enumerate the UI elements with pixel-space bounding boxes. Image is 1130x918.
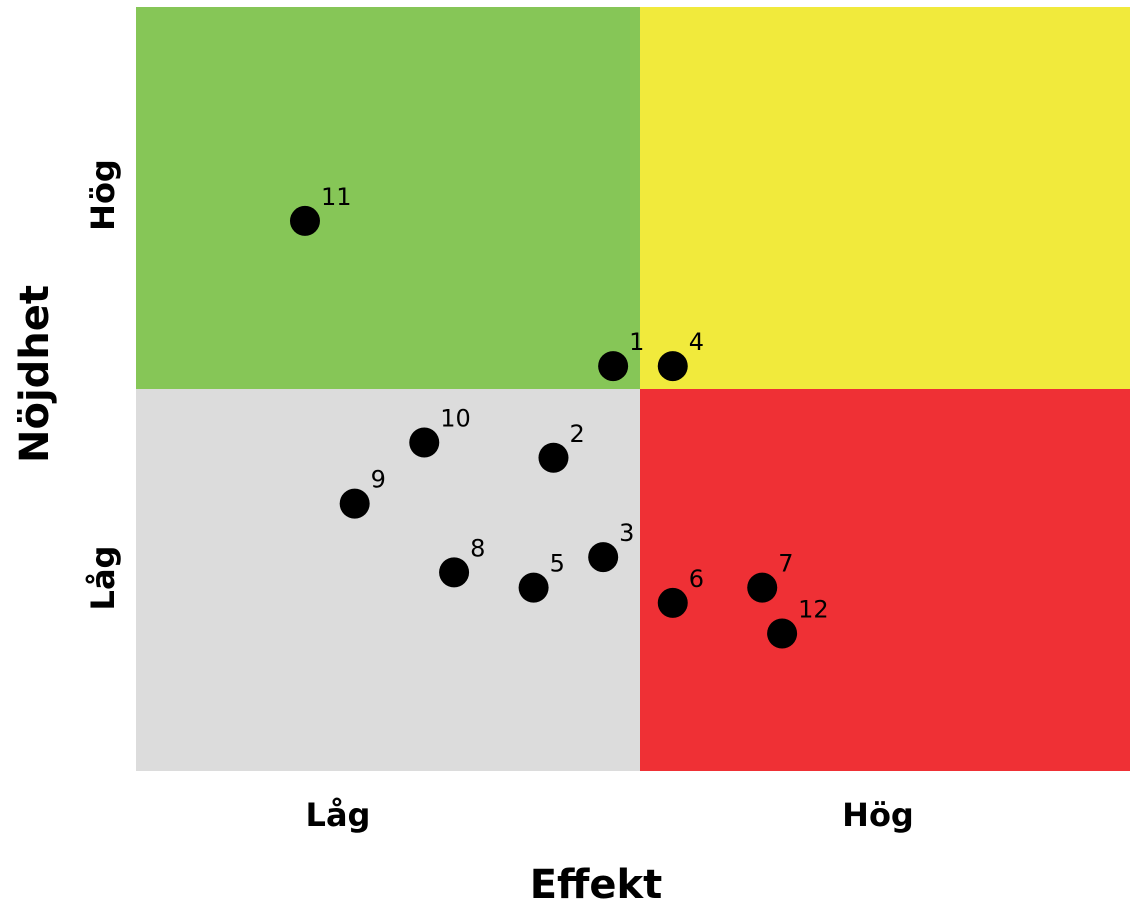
x-axis-title: Effekt <box>530 862 663 908</box>
x-tick-label-low: Låg <box>306 796 371 834</box>
quadrant-bottom-right <box>640 389 1130 771</box>
y-axis-title: Nöjdhet <box>12 285 58 463</box>
data-label-11: 11 <box>321 183 352 211</box>
data-label-6: 6 <box>689 565 704 593</box>
data-point-10 <box>409 427 440 458</box>
x-tick-label-high: Hög <box>842 796 914 834</box>
data-label-4: 4 <box>689 328 704 356</box>
data-point-11 <box>289 205 320 236</box>
data-label-3: 3 <box>619 519 634 547</box>
data-label-8: 8 <box>470 534 485 562</box>
data-label-5: 5 <box>550 550 565 578</box>
y-tick-label-high: Hög <box>84 159 122 231</box>
quadrant-top-right <box>640 7 1130 389</box>
data-point-5 <box>518 572 549 603</box>
data-point-4 <box>657 351 688 382</box>
data-point-3 <box>588 542 619 573</box>
data-label-7: 7 <box>778 550 793 578</box>
data-label-9: 9 <box>371 466 386 494</box>
quadrant-top-left <box>136 7 640 389</box>
data-point-6 <box>657 587 688 618</box>
quadrant-bottom-left <box>136 389 640 771</box>
data-point-8 <box>439 557 470 588</box>
data-point-7 <box>747 572 778 603</box>
data-point-9 <box>339 488 370 519</box>
data-point-1 <box>598 351 629 382</box>
data-label-2: 2 <box>569 420 584 448</box>
data-point-12 <box>767 618 798 649</box>
y-tick-label-low: Låg <box>84 546 122 611</box>
data-point-2 <box>538 442 569 473</box>
data-label-12: 12 <box>798 595 829 623</box>
data-label-10: 10 <box>440 404 471 432</box>
data-label-1: 1 <box>629 328 644 356</box>
